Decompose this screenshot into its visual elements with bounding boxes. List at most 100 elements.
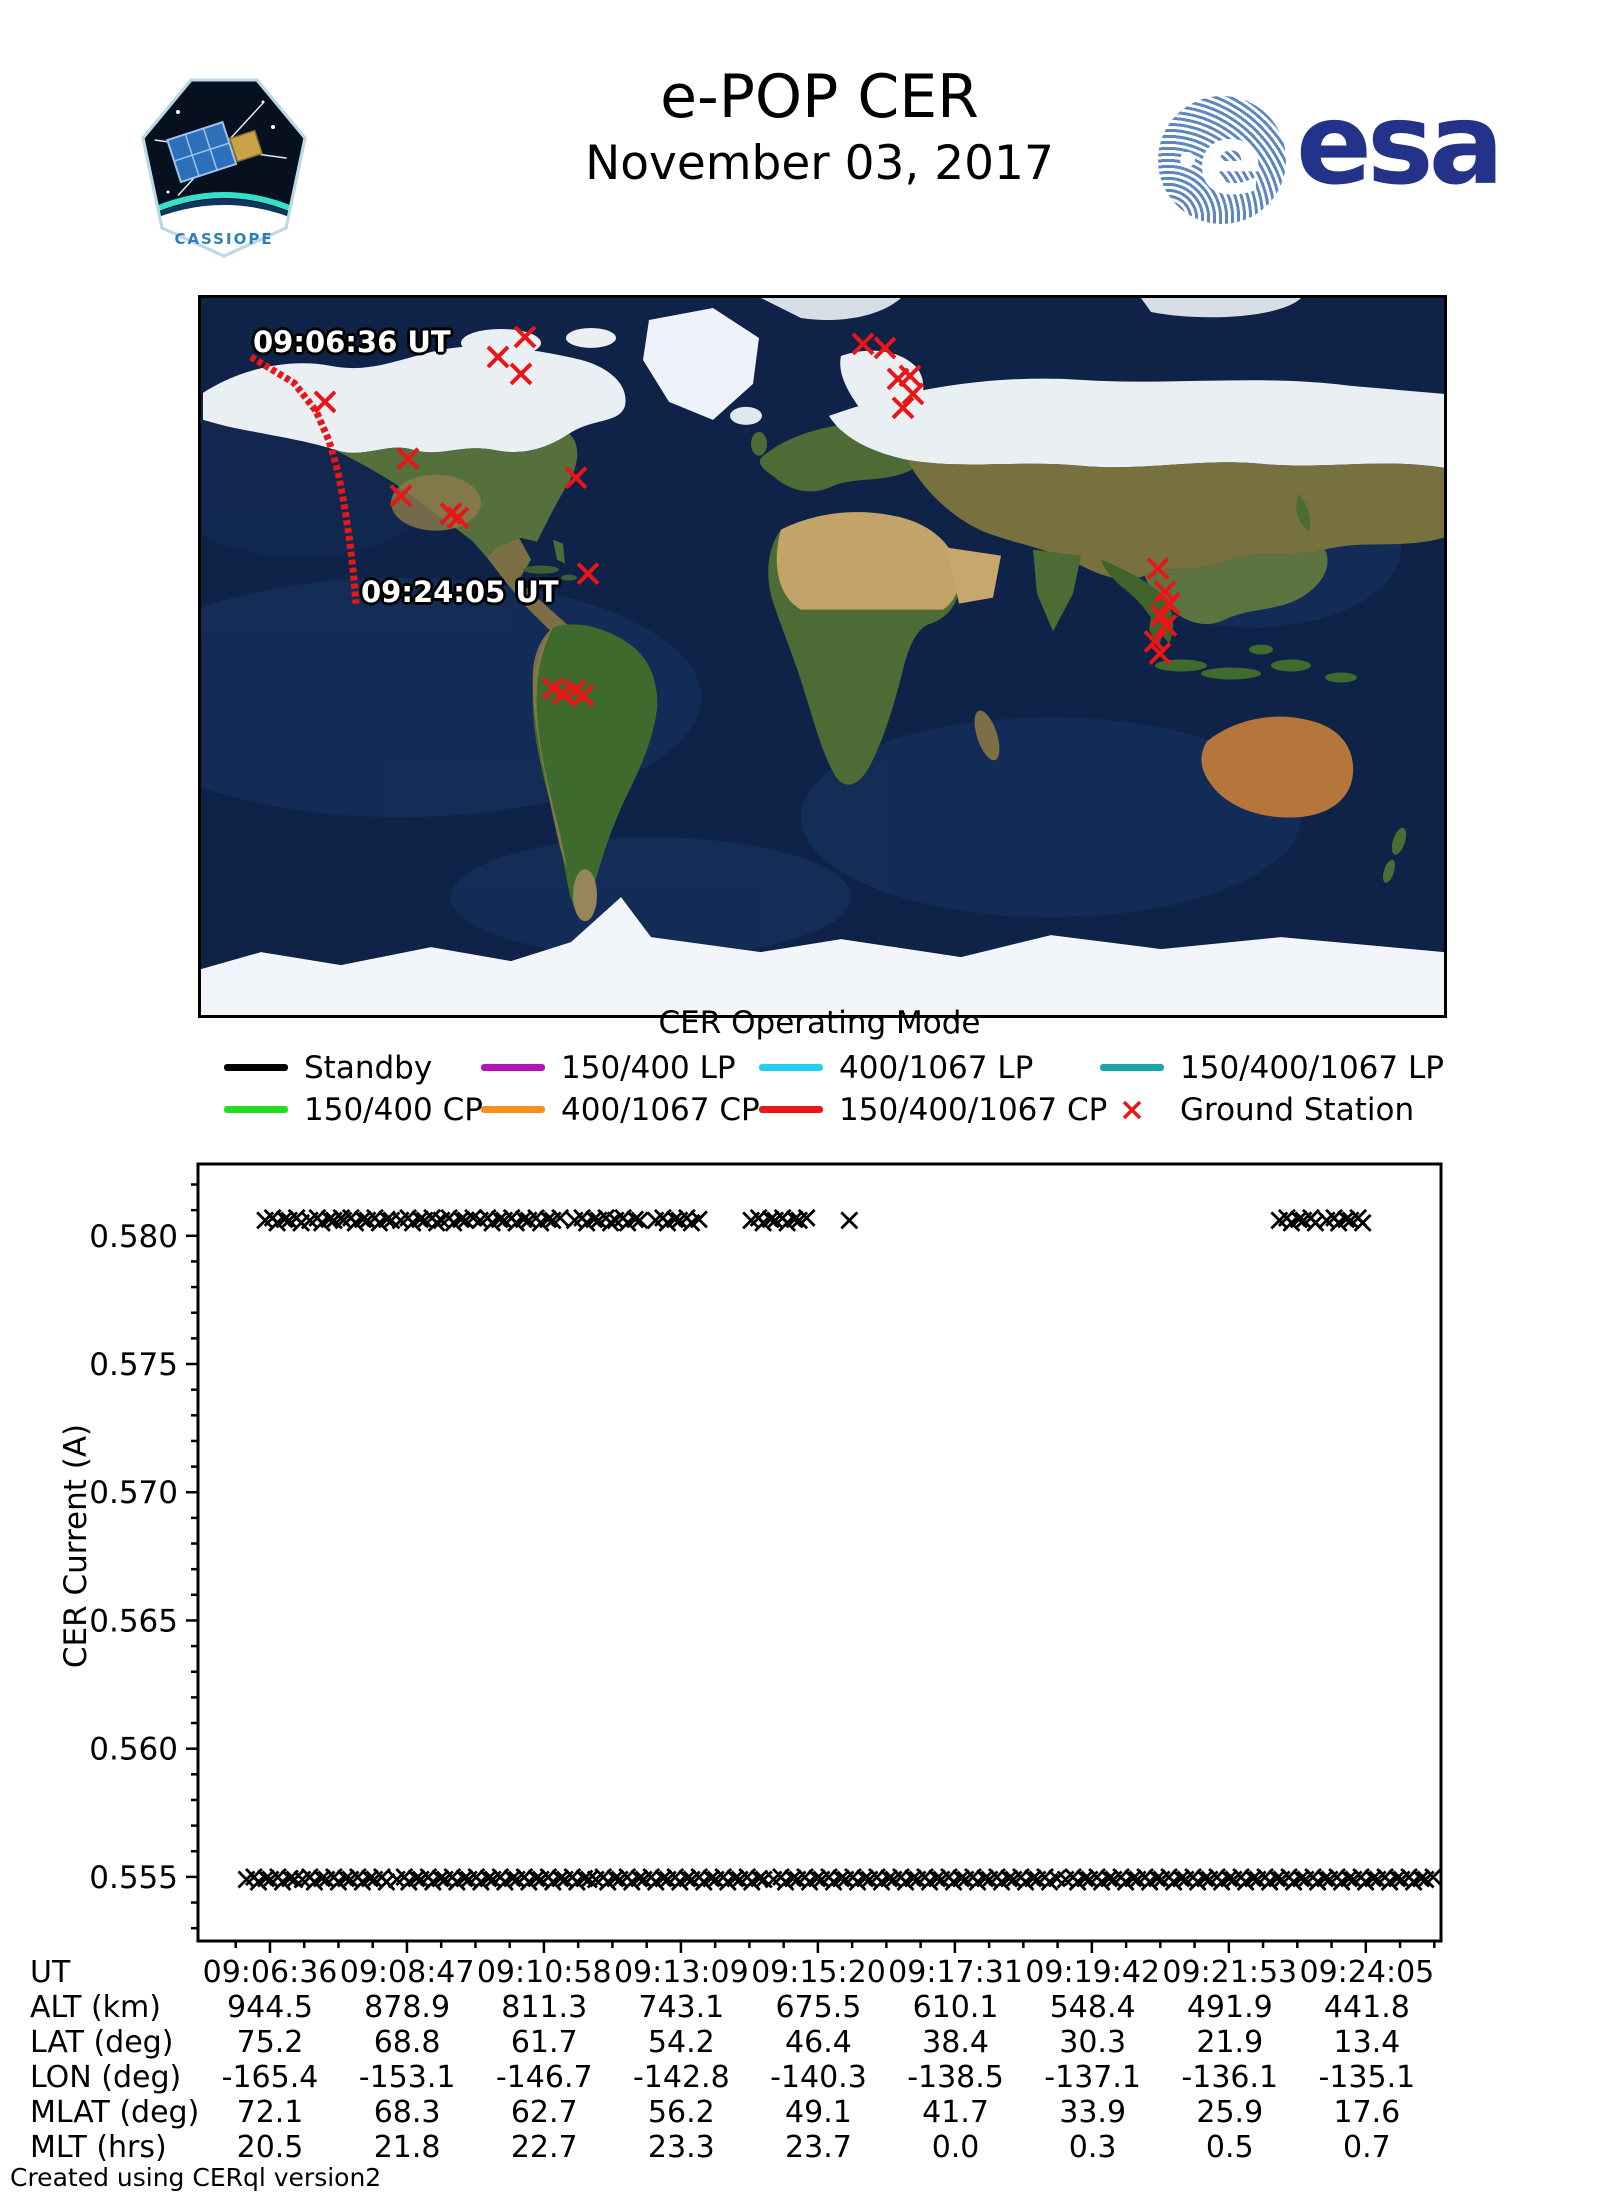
scatter-marker-series [237,1867,1443,1891]
table-cell: 17.6 [1333,2095,1401,2130]
y-tick-label: 0.560 [89,1732,178,1768]
table-row-label: UT [30,1955,71,1990]
table-cell: 09:08:47 [339,1955,475,1990]
table-cell: 0.7 [1343,2130,1391,2165]
table-cell: 548.4 [1049,1990,1136,2025]
legend-line-swatch [759,1106,823,1113]
esa-logo: e esa [1158,80,1504,232]
table-cell: -142.8 [632,2060,730,2095]
ground-stations [313,325,1181,707]
table-cell: 0.3 [1068,2130,1117,2165]
table-cell: 0.5 [1205,2130,1254,2165]
y-tick-label: 0.580 [89,1219,178,1255]
esa-comet-dot-icon [1180,152,1195,167]
table-cell: -140.3 [770,2060,867,2095]
legend-line-swatch [224,1106,288,1113]
legend-item-label: 400/1067 CP [561,1092,760,1128]
legend-title: CER Operating Mode [658,1005,981,1041]
map-svg [201,298,1444,1015]
satellite-icon [154,102,287,197]
plot-axes: 0.555 0.560 0.565 0.570 0.575 0.580 [89,1183,1436,1953]
table-cell: 49.1 [785,2095,852,2130]
table-cell: 13.4 [1333,2025,1401,2060]
y-tick-label: 0.565 [89,1603,178,1639]
plot-frame [196,1162,1443,1943]
table-cell: 09:24:05 [1299,1955,1435,1990]
table-cell: 22.7 [510,2130,578,2165]
cassiope-wordmark: CASSIOPE [174,230,273,248]
table-row-label: ALT (km) [30,1990,161,2025]
table-cell: -138.5 [907,2060,1004,2095]
legend-line-swatch [759,1064,823,1071]
cassiope-logo: CASSIOPE [133,72,315,260]
table-cell: 46.4 [785,2025,852,2060]
table-cell: 54.2 [647,2025,715,2060]
table-cell: 743.1 [638,1990,725,2025]
footer-note: Created using CERql version2 [10,2163,382,2192]
table-cell: 878.9 [364,1990,451,2025]
ground-station-icon [313,325,1181,707]
legend-item-label: 150/400/1067 CP [839,1092,1108,1128]
header: CASSIOPE e-POP CER November 03, 2017 e e… [0,0,1600,280]
legend-item-label: 150/400/1067 LP [1180,1050,1444,1086]
table-cell: 23.7 [785,2130,852,2165]
table-cell: 61.7 [510,2025,578,2060]
world-map: 09:06:36 UT 09:24:05 UT [198,295,1447,1018]
table-cell: 09:10:58 [476,1955,612,1990]
table-cell: -146.7 [495,2060,593,2095]
table-cell: -165.4 [221,2060,319,2095]
table-cell: 62.7 [510,2095,578,2130]
table-cell: 09:13:09 [613,1955,749,1990]
table-cell: -153.1 [358,2060,456,2095]
table-cell: 21.9 [1196,2025,1264,2060]
table-cell: 0.0 [931,2130,980,2165]
table-cell: 09:19:42 [1025,1955,1161,1990]
table-cell: 610.1 [912,1990,999,2025]
table-cell: 25.9 [1196,2095,1264,2130]
esa-globe-icon: e [1158,96,1286,224]
table-cell: 09:15:20 [751,1955,886,1990]
table-cell: 491.9 [1186,1990,1273,2025]
table-cell: 38.4 [922,2025,989,2060]
table-row-label: LAT (deg) [30,2025,174,2060]
table-cell: 20.5 [236,2130,304,2165]
table-cell: 21.8 [373,2130,441,2165]
table-cell: -135.1 [1318,2060,1416,2095]
table-row-label: MLAT (deg) [30,2095,200,2130]
y-tick-label: 0.555 [89,1860,178,1896]
legend-item-label: Ground Station [1180,1092,1415,1128]
page-date: November 03, 2017 [585,136,1054,191]
legend-item-label: 150/400 LP [561,1050,736,1086]
y-tick-label: 0.570 [89,1475,178,1511]
table-cell: -137.1 [1044,2060,1142,2095]
table-cell: 72.1 [236,2095,304,2130]
table-cell: 41.7 [922,2095,989,2130]
table-cell: 56.2 [647,2095,715,2130]
table-cell: 30.3 [1059,2025,1127,2060]
table-cell: -136.1 [1181,2060,1279,2095]
table-cell: 09:17:31 [888,1955,1023,1990]
y-axis-label: CER Current (A) [58,1423,94,1669]
legend-line-swatch [224,1064,288,1071]
legend-line-swatch [1100,1064,1164,1071]
y-tick-label: 0.575 [89,1347,178,1383]
esa-e-glyph: e [1198,104,1264,216]
scatter-plot: 0.555 0.560 0.565 0.570 0.575 0.580 [89,1162,1443,1953]
table-row-label: LON (deg) [30,2060,182,2095]
legend-line-swatch [481,1106,545,1113]
table-cell: 23.3 [647,2130,715,2165]
legend-item-label: 150/400 CP [304,1092,483,1128]
table-cell: 68.3 [373,2095,441,2130]
track-start-label: 09:06:36 UT [253,325,451,359]
table-cell: 441.8 [1323,1990,1410,2025]
legend-line-swatch [481,1064,545,1071]
scatter-marker-series [256,1208,1372,1232]
table-cell: 944.5 [227,1990,313,2025]
legend-item-label: Standby [304,1050,433,1086]
table-cell: 675.5 [775,1990,862,2025]
ground-station-legend-icon [1122,1100,1142,1120]
track-end-label: 09:24:05 UT [361,575,559,609]
table-cell: 09:06:36 [202,1955,338,1990]
esa-wordmark: esa [1296,80,1504,210]
